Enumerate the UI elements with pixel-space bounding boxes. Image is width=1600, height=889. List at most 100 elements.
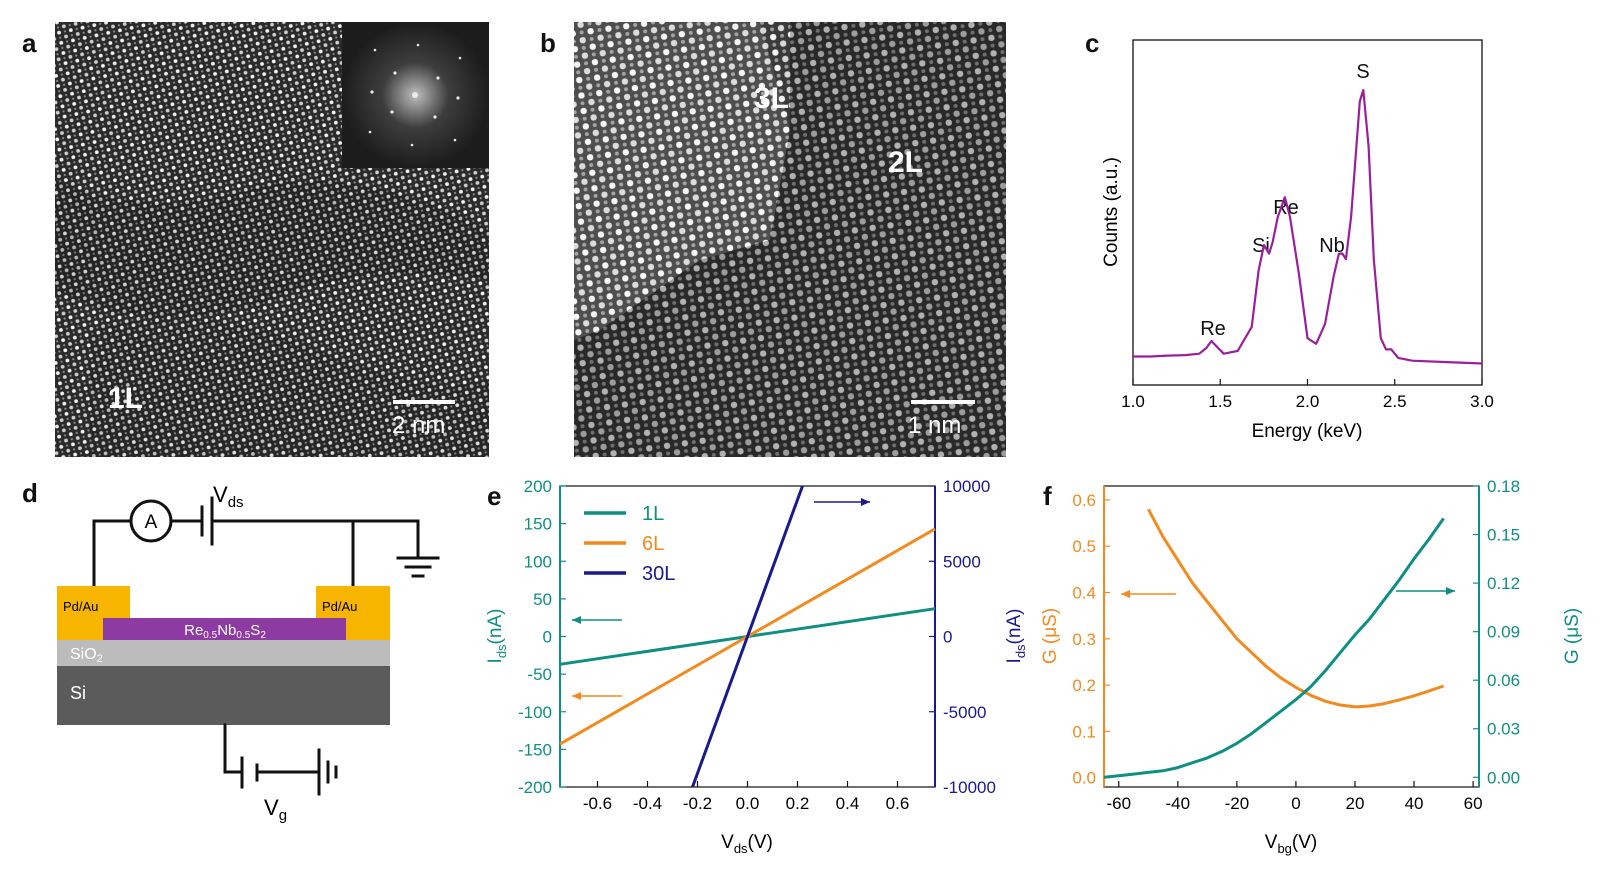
y-axis-label: Counts (a.u.) — [1101, 157, 1122, 267]
scale-label: 2 nm — [392, 412, 445, 439]
legend-label-6l: 6L — [642, 533, 664, 555]
x-tick-label: -20 — [1225, 794, 1250, 813]
y-tick-label-left: 0.0 — [1072, 769, 1096, 788]
y-tick-label-right: 0.09 — [1487, 623, 1520, 642]
layer-label-1l: 1L — [108, 382, 143, 415]
transfer-curve-chart: Vbg(V) G (μS) G (μS) -60 -40 -20 0 20 40 600.0… — [1040, 477, 1583, 856]
series-line-right — [1103, 517, 1445, 779]
vg-label: Vg — [264, 795, 287, 824]
wire-top — [210, 519, 420, 558]
panel-f-label: f — [1043, 481, 1052, 511]
panel-a-label: a — [22, 28, 37, 58]
y-tick-label-left: 0.1 — [1072, 722, 1096, 741]
iv-curve-chart: Vds(V) Ids(nA) Ids(nA) 1L 6L 30L -0.6 -0.… — [485, 477, 1028, 856]
y-tick-label-right: 5000 — [943, 552, 981, 571]
x-tick-label: 1.0 — [1121, 392, 1145, 411]
y-tick-label-right: 0 — [943, 628, 952, 647]
y-tick-label-left: 0.5 — [1072, 537, 1096, 556]
si-label: Si — [70, 683, 86, 703]
layer-label-2l: 2L — [888, 146, 923, 179]
sio2-label: SiO2 — [70, 646, 103, 665]
x-tick-label: 0.6 — [886, 794, 910, 813]
x-tick-label: 0 — [1291, 794, 1300, 813]
x-tick-label: 0.0 — [736, 794, 760, 813]
spectrum-line — [1133, 88, 1483, 365]
x-tick-label: 2.0 — [1296, 392, 1320, 411]
y-tick-label-right: -5000 — [943, 703, 986, 722]
x-tick-label: -0.4 — [633, 794, 662, 813]
panel-d-label: d — [22, 478, 38, 508]
sio2-layer — [57, 640, 390, 666]
y-tick-label-left: 0.2 — [1072, 676, 1096, 695]
x-tick-label: -60 — [1106, 794, 1131, 813]
x-tick-label: 2.5 — [1383, 392, 1407, 411]
x-tick-label: 3.0 — [1470, 392, 1494, 411]
y-axis-right-label: G (μS) — [1562, 608, 1583, 664]
y-tick-label-left: 0.6 — [1072, 491, 1096, 510]
panel-c-label: c — [1085, 28, 1099, 58]
x-axis-label: Vds(V) — [721, 832, 773, 856]
panel-b-label: b — [540, 28, 556, 58]
y-tick-label-left: 50 — [533, 590, 552, 609]
device-schematic: A Vds Pd/Au Pd/Au Re0.5Nb0.5S2 SiO2 Si V… — [57, 482, 440, 824]
x-tick-label: 0.2 — [786, 794, 810, 813]
wire-left — [92, 519, 132, 588]
panel-e-label: e — [487, 481, 501, 511]
channel-layer — [103, 618, 346, 640]
legend-label-1l: 1L — [642, 503, 664, 525]
y-tick-label-left: -150 — [518, 740, 552, 759]
x-tick-label: 20 — [1346, 794, 1365, 813]
axis-arrows — [1121, 587, 1455, 598]
y-axis-left-label: G (μS) — [1040, 608, 1061, 664]
x-tick-label: 60 — [1464, 794, 1483, 813]
eds-spectrum-chart: Energy (keV) Counts (a.u.) Re Si Re Nb S… — [1101, 39, 1494, 442]
panel-a-stem-image: 1L 2 nm — [55, 22, 489, 457]
legend-label-30l: 30L — [642, 563, 675, 585]
panel-b-stem-image: 3L 2L 1 nm — [574, 22, 1006, 457]
y-tick-label-left: 150 — [524, 515, 552, 534]
y-tick-label-right: 0.12 — [1487, 574, 1520, 593]
y-tick-label-left: 0 — [543, 628, 552, 647]
x-tick-label: 40 — [1405, 794, 1424, 813]
contact-left-label: Pd/Au — [63, 599, 98, 614]
x-axis-label: Energy (keV) — [1252, 421, 1363, 442]
y-tick-label-left: 0.3 — [1072, 630, 1096, 649]
x-tick-label: -0.6 — [583, 794, 612, 813]
y-tick-label-left: -200 — [518, 778, 552, 797]
y-tick-label-right: 0.18 — [1487, 477, 1520, 496]
x-tick-label: 0.4 — [836, 794, 860, 813]
y-tick-label-left: -50 — [527, 665, 552, 684]
series-line-left — [1146, 508, 1445, 709]
scale-bar — [911, 400, 975, 404]
lattice-image-2l-3l — [574, 22, 1006, 457]
x-tick-label: 1.5 — [1208, 392, 1232, 411]
y-tick-label-right: -10000 — [943, 778, 996, 797]
y-tick-label-left: -100 — [518, 703, 552, 722]
y-tick-label-right: 0.00 — [1487, 768, 1520, 787]
y-tick-label-right: 0.06 — [1487, 671, 1520, 690]
x-axis-label: Vbg(V) — [1265, 832, 1317, 856]
scale-label: 1 nm — [908, 412, 961, 439]
contact-right-label: Pd/Au — [322, 599, 357, 614]
vds-label: Vds — [213, 482, 244, 511]
axis-arrows — [572, 498, 870, 700]
region-2l — [574, 22, 1006, 457]
y-tick-label-left: 200 — [524, 477, 552, 496]
y-tick-label-right: 10000 — [943, 477, 990, 496]
x-tick-label: -0.2 — [683, 794, 712, 813]
wire-gate — [223, 723, 242, 774]
series-line-30l — [691, 485, 804, 788]
x-tick-label: -40 — [1166, 794, 1191, 813]
si-substrate — [57, 666, 390, 725]
region-3l — [574, 22, 790, 340]
y-tick-label-right: 0.15 — [1487, 526, 1520, 545]
y-tick-label-right: 0.03 — [1487, 720, 1520, 739]
legend: 1L 6L 30L — [584, 503, 675, 585]
peak-label-si: Si — [1252, 235, 1270, 257]
peak-label-re-low: Re — [1200, 318, 1226, 340]
fft-spots — [368, 43, 462, 147]
peak-label-nb: Nb — [1319, 235, 1345, 257]
channel-label: Re0.5Nb0.5S2 — [184, 622, 266, 641]
y-axis-right-label: Ids(nA) — [1004, 609, 1028, 664]
